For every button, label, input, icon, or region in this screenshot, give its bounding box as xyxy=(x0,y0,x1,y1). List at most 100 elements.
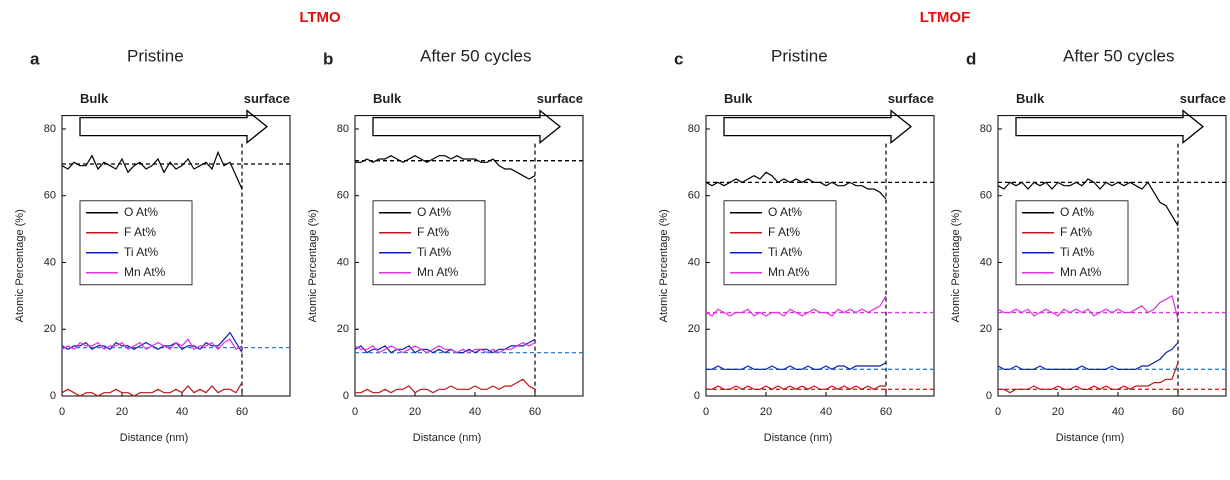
legend-label: Ti At% xyxy=(417,245,452,259)
data-line xyxy=(997,178,1179,227)
x-tick-label: 0 xyxy=(352,406,358,418)
arrow xyxy=(723,109,913,144)
panel-title: Pristine xyxy=(771,46,828,65)
y-tick-label: 0 xyxy=(343,390,349,402)
plot-frame xyxy=(354,115,584,397)
legend-box xyxy=(723,200,837,286)
data-line xyxy=(706,362,887,370)
x-axis-label: Distance (nm) xyxy=(413,432,481,444)
legend-label: Ti At% xyxy=(124,245,159,259)
data-line xyxy=(706,385,886,390)
data-line xyxy=(61,382,243,397)
y-tick-label: 40 xyxy=(980,256,992,268)
annotation: Bulk xyxy=(373,91,402,106)
y-tick-label: 80 xyxy=(980,123,992,135)
legend-label: Mn At% xyxy=(417,265,459,279)
annotation: surface xyxy=(244,91,290,106)
panel-title: Pristine xyxy=(127,46,184,65)
arrow xyxy=(1015,109,1205,144)
x-tick-label: 40 xyxy=(1112,406,1124,418)
data-line xyxy=(61,331,243,353)
y-tick-label: 60 xyxy=(688,190,700,202)
y-tick-label: 20 xyxy=(688,323,700,335)
legend-box xyxy=(1015,200,1129,286)
data-line xyxy=(705,295,887,317)
y-axis-label: Atomic Percentage (%) xyxy=(950,209,962,322)
x-axis-label: Distance (nm) xyxy=(1056,432,1124,444)
legend-box xyxy=(79,200,193,286)
y-tick-label: 80 xyxy=(337,123,349,135)
legend-label: F At% xyxy=(1060,225,1092,239)
y-tick-label: 20 xyxy=(44,323,56,335)
legend-label: F At% xyxy=(768,225,800,239)
annotation: surface xyxy=(537,91,583,106)
x-tick-label: 40 xyxy=(820,406,832,418)
legend-label: Ti At% xyxy=(768,245,803,259)
y-tick-label: 80 xyxy=(688,123,700,135)
y-tick-label: 20 xyxy=(337,323,349,335)
x-tick-label: 0 xyxy=(995,406,1001,418)
data-line xyxy=(354,341,536,354)
annotation: Bulk xyxy=(80,91,109,106)
y-axis-label: Atomic Percentage (%) xyxy=(14,209,26,322)
y-tick-label: 40 xyxy=(44,256,56,268)
data-line xyxy=(355,155,536,180)
y-tick-label: 20 xyxy=(980,323,992,335)
data-line xyxy=(997,295,1179,320)
y-tick-label: 60 xyxy=(44,190,56,202)
x-tick-label: 60 xyxy=(529,406,541,418)
x-tick-label: 20 xyxy=(1052,406,1064,418)
legend-label: O At% xyxy=(1060,205,1094,219)
legend-label: Mn At% xyxy=(1060,265,1102,279)
x-tick-label: 60 xyxy=(1172,406,1184,418)
data-line xyxy=(998,362,1179,394)
x-tick-label: 0 xyxy=(703,406,709,418)
data-line xyxy=(61,338,243,351)
legend-label: F At% xyxy=(417,225,449,239)
legend-box xyxy=(372,200,486,286)
annotation: surface xyxy=(1180,91,1226,106)
annotation: surface xyxy=(888,91,934,106)
data-line xyxy=(61,150,243,190)
y-tick-label: 60 xyxy=(337,190,349,202)
legend-label: Mn At% xyxy=(768,265,810,279)
x-axis-label: Distance (nm) xyxy=(120,432,188,444)
annotation: Bulk xyxy=(1016,91,1045,106)
x-tick-label: 0 xyxy=(59,406,65,418)
data-line xyxy=(355,378,536,394)
y-tick-label: 40 xyxy=(688,256,700,268)
panel-label: c xyxy=(674,49,683,68)
x-axis-label: Distance (nm) xyxy=(764,432,832,444)
plot-frame xyxy=(997,115,1227,397)
x-tick-label: 20 xyxy=(116,406,128,418)
x-tick-label: 60 xyxy=(236,406,248,418)
legend-label: Ti At% xyxy=(1060,245,1095,259)
y-axis-label: Atomic Percentage (%) xyxy=(658,209,670,322)
y-tick-label: 40 xyxy=(337,256,349,268)
panel-title: After 50 cycles xyxy=(420,46,532,65)
legend-label: O At% xyxy=(417,205,451,219)
arrow xyxy=(372,109,562,144)
x-tick-label: 20 xyxy=(760,406,772,418)
x-tick-label: 20 xyxy=(409,406,421,418)
x-tick-label: 60 xyxy=(880,406,892,418)
y-axis-label: Atomic Percentage (%) xyxy=(307,209,319,322)
legend-label: Mn At% xyxy=(124,265,166,279)
panel-title: After 50 cycles xyxy=(1063,46,1175,65)
data-line xyxy=(705,171,887,200)
y-tick-label: 60 xyxy=(980,190,992,202)
panel-label: a xyxy=(30,49,40,68)
x-tick-label: 40 xyxy=(469,406,481,418)
x-tick-label: 40 xyxy=(176,406,188,418)
arrow xyxy=(79,109,269,144)
legend-label: F At% xyxy=(124,225,156,239)
y-tick-label: 0 xyxy=(986,390,992,402)
legend-label: O At% xyxy=(124,205,158,219)
panel-label: b xyxy=(323,49,333,68)
group-title: LTMO xyxy=(299,9,341,26)
group-title: LTMOF xyxy=(920,9,971,26)
y-tick-label: 80 xyxy=(44,123,56,135)
y-tick-label: 0 xyxy=(50,390,56,402)
data-line xyxy=(997,342,1179,370)
